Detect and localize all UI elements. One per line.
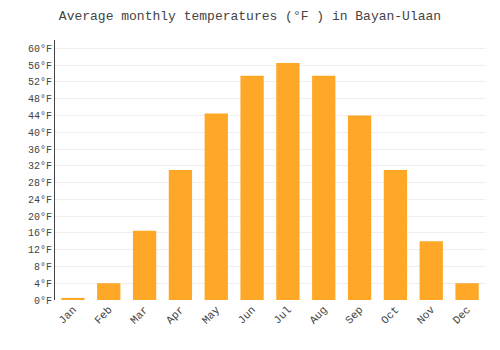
svg-text:Nov: Nov	[415, 304, 438, 327]
svg-text:36°F: 36°F	[28, 145, 52, 156]
svg-text:8°F: 8°F	[34, 262, 52, 273]
svg-text:Apr: Apr	[164, 304, 186, 326]
svg-text:56°F: 56°F	[28, 61, 52, 72]
svg-text:20°F: 20°F	[28, 212, 52, 223]
svg-text:0°F: 0°F	[34, 296, 52, 307]
svg-text:4°F: 4°F	[34, 279, 52, 290]
svg-text:Dec: Dec	[451, 304, 473, 326]
svg-text:52°F: 52°F	[28, 77, 52, 88]
svg-text:Jul: Jul	[271, 304, 293, 326]
svg-text:44°F: 44°F	[28, 111, 52, 122]
svg-text:32°F: 32°F	[28, 161, 52, 172]
svg-text:Feb: Feb	[92, 304, 114, 326]
svg-text:Jan: Jan	[56, 304, 78, 326]
svg-text:Sep: Sep	[343, 304, 365, 326]
svg-text:Aug: Aug	[307, 304, 329, 326]
svg-text:60°F: 60°F	[28, 44, 52, 55]
svg-text:24°F: 24°F	[28, 195, 52, 206]
svg-text:12°F: 12°F	[28, 245, 52, 256]
svg-text:Mar: Mar	[128, 304, 150, 326]
svg-text:Jun: Jun	[236, 304, 258, 326]
svg-text:40°F: 40°F	[28, 128, 52, 139]
svg-text:16°F: 16°F	[28, 228, 52, 239]
svg-text:May: May	[200, 304, 223, 327]
svg-text:28°F: 28°F	[28, 178, 52, 189]
svg-text:Oct: Oct	[379, 304, 401, 326]
svg-text:48°F: 48°F	[28, 94, 52, 105]
svg-text:Average monthly temperatures (: Average monthly temperatures (°F ) in Ba…	[59, 9, 441, 24]
